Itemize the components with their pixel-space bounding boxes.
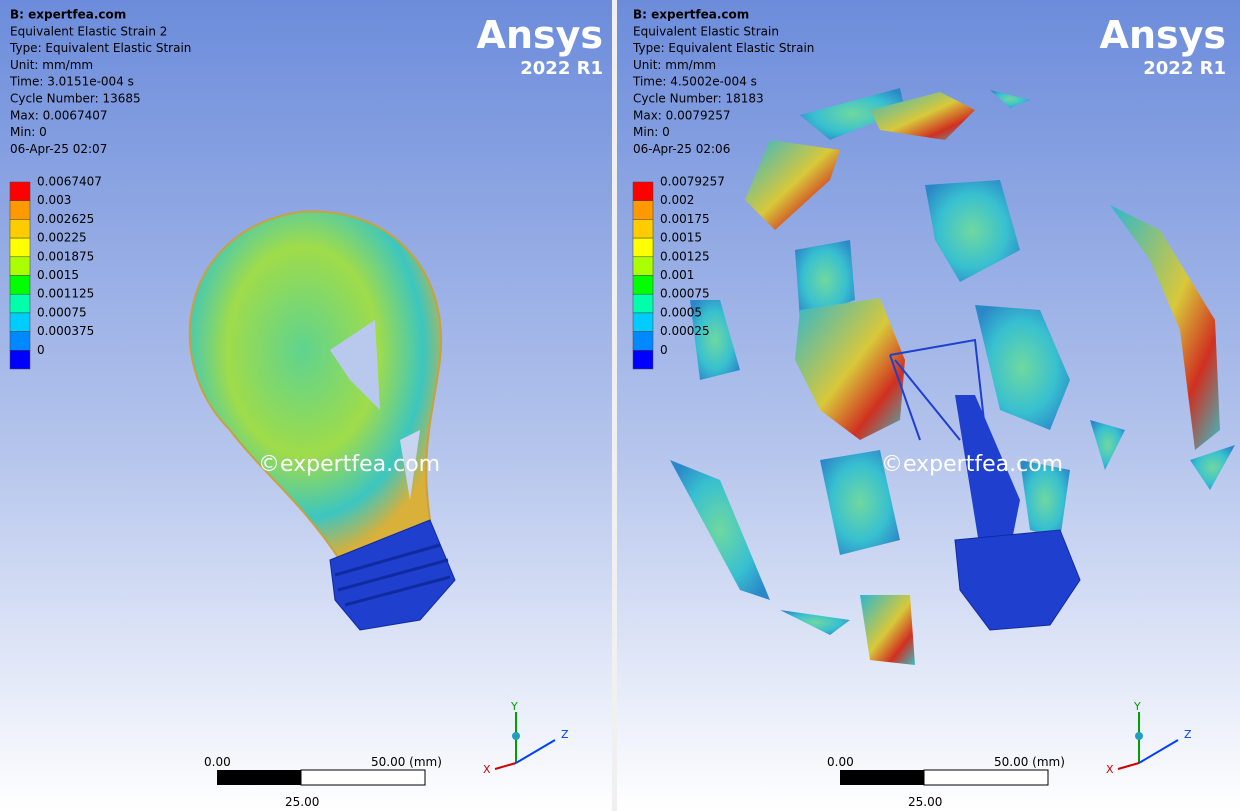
header-line: Equivalent Elastic Strain 2 xyxy=(10,24,167,38)
panel: B: expertfea.com Equivalent Elastic Strai… xyxy=(632,8,1226,810)
logo: Ansys xyxy=(1100,13,1226,57)
legend-label: 0.001125 xyxy=(37,287,94,301)
legend-swatch xyxy=(632,256,654,276)
legend-swatch xyxy=(632,219,654,239)
axis-label-y: Y xyxy=(510,700,518,713)
legend-swatch xyxy=(9,200,31,220)
legend-swatch xyxy=(9,219,31,239)
legend-label: 0.0015 xyxy=(37,268,79,282)
header-line: Min: 0 xyxy=(633,125,670,139)
legend-label: 0.0015 xyxy=(660,231,702,245)
watermark: ©expertfea.com xyxy=(258,452,440,477)
scale-bar-light xyxy=(300,769,426,786)
logo: Ansys xyxy=(477,13,603,57)
header-line: Time: 3.0151e-004 s xyxy=(9,75,134,89)
legend-label: 0.0005 xyxy=(660,305,702,319)
legend-swatch xyxy=(632,312,654,332)
legend-label: 0 xyxy=(660,343,668,357)
axis-z xyxy=(515,739,556,764)
axis-label-z: Z xyxy=(1184,728,1192,741)
fragments-model xyxy=(670,88,1235,665)
version: 2022 R1 xyxy=(1143,58,1226,79)
legend-swatch xyxy=(632,275,654,295)
header-line: Cycle Number: 18183 xyxy=(633,92,764,106)
legend-label: 0.003 xyxy=(37,193,71,207)
legend-label: 0.0079257 xyxy=(660,175,725,189)
legend-swatch xyxy=(632,200,654,220)
legend-label: 0.001875 xyxy=(37,249,94,263)
legend-label: 0.00225 xyxy=(37,231,87,245)
axis-z xyxy=(1138,739,1179,764)
legend-label: 0.00075 xyxy=(660,287,710,301)
legend-swatch xyxy=(632,331,654,351)
legend-swatch xyxy=(9,237,31,258)
watermark: ©expertfea.com xyxy=(881,452,1063,477)
legend-label: 0 xyxy=(37,343,45,357)
legend-swatch xyxy=(632,350,654,370)
legend-label: 0.002 xyxy=(660,193,694,207)
scale-start: 0.00 xyxy=(827,755,854,769)
header-line: B: expertfea.com xyxy=(633,8,749,22)
legend-label: 0.0067407 xyxy=(37,175,102,189)
axis-x xyxy=(494,762,517,770)
header-line: 06-Apr-25 02:07 xyxy=(10,142,107,156)
scale-bar-light xyxy=(923,769,1049,786)
legend-swatch xyxy=(9,350,31,370)
axis-origin xyxy=(1135,732,1143,740)
header-line: Cycle Number: 13685 xyxy=(10,92,141,106)
legend-swatch xyxy=(632,293,654,314)
axis-label-x: X xyxy=(483,763,491,776)
legend-label: 0.002625 xyxy=(37,212,94,226)
legend-swatch xyxy=(632,237,654,258)
axis-x xyxy=(1117,762,1140,770)
scale-bar-dark xyxy=(840,770,924,785)
scale-end: 50.00 (mm) xyxy=(371,755,442,769)
legend-swatch xyxy=(9,293,31,314)
panel: B: expertfea.com Equivalent Elastic Strai… xyxy=(9,8,603,810)
divider xyxy=(612,0,617,811)
axis-label-x: X xyxy=(1106,763,1114,776)
legend-label: 0.00025 xyxy=(660,324,710,338)
header-line: Min: 0 xyxy=(10,125,47,139)
legend-swatch xyxy=(9,275,31,295)
scale-bar-dark xyxy=(217,770,301,785)
legend-swatch xyxy=(9,331,31,351)
scale-mid: 25.00 xyxy=(908,795,942,809)
header-line: Unit: mm/mm xyxy=(10,58,93,72)
legend-swatch xyxy=(632,181,654,201)
scale-start: 0.00 xyxy=(204,755,231,769)
legend-label: 0.000375 xyxy=(37,324,94,338)
axis-origin xyxy=(512,732,520,740)
header-line: Equivalent Elastic Strain xyxy=(633,24,779,38)
legend-label: 0.00075 xyxy=(37,305,87,319)
legend-label: 0.00125 xyxy=(660,249,710,263)
header-line: Unit: mm/mm xyxy=(633,58,716,72)
header-line: Max: 0.0079257 xyxy=(633,108,731,122)
version: 2022 R1 xyxy=(520,58,603,79)
axis-label-z: Z xyxy=(561,728,569,741)
header-line: B: expertfea.com xyxy=(10,8,126,22)
legend-swatch xyxy=(9,256,31,276)
header-line: Max: 0.0067407 xyxy=(10,108,108,122)
legend-label: 0.001 xyxy=(660,268,694,282)
legend-swatch xyxy=(9,181,31,201)
header-line: Type: Equivalent Elastic Strain xyxy=(632,41,814,55)
legend-label: 0.00175 xyxy=(660,212,710,226)
header-line: Type: Equivalent Elastic Strain xyxy=(9,41,191,55)
scale-end: 50.00 (mm) xyxy=(994,755,1065,769)
scale-mid: 25.00 xyxy=(285,795,319,809)
bulb-model xyxy=(188,210,456,631)
header-line: 06-Apr-25 02:06 xyxy=(633,142,730,156)
header-line: Time: 4.5002e-004 s xyxy=(632,75,757,89)
axis-label-y: Y xyxy=(1133,700,1141,713)
legend-swatch xyxy=(9,312,31,332)
